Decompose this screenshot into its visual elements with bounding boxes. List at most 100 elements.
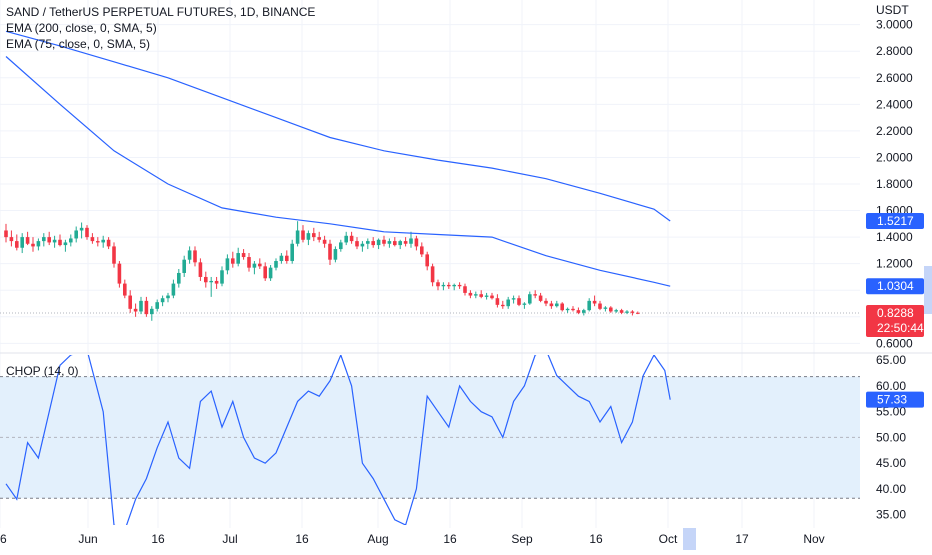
ema200-legend[interactable]: EMA (200, close, 0, SMA, 5)	[6, 21, 157, 35]
candle-body[interactable]	[484, 295, 489, 297]
chop-legend[interactable]: CHOP (14, 0)	[6, 364, 79, 378]
candle-body[interactable]	[198, 262, 203, 277]
candle-body[interactable]	[31, 243, 35, 247]
last-price-tag[interactable]	[866, 304, 924, 337]
candle-body[interactable]	[133, 308, 138, 312]
candle-body[interactable]	[144, 300, 149, 315]
candle-body[interactable]	[166, 295, 170, 299]
candle-body[interactable]	[90, 237, 95, 242]
candle-body[interactable]	[285, 255, 289, 262]
candle-body[interactable]	[619, 310, 624, 313]
candle-body[interactable]	[204, 276, 208, 283]
candle-body[interactable]	[490, 295, 494, 299]
candle-body[interactable]	[241, 253, 246, 258]
candle-body[interactable]	[355, 241, 359, 247]
candle-body[interactable]	[106, 239, 111, 247]
candle-body[interactable]	[474, 294, 478, 296]
candle-body[interactable]	[74, 230, 78, 239]
candle-body[interactable]	[20, 237, 24, 248]
candle-body[interactable]	[387, 241, 392, 244]
candle-body[interactable]	[333, 249, 338, 260]
candle-body[interactable]	[447, 284, 451, 287]
chop-line[interactable]	[5, 350, 671, 530]
candle-body[interactable]	[47, 237, 51, 243]
candle-body[interactable]	[452, 284, 456, 287]
candle-body[interactable]	[339, 242, 343, 250]
ema75-legend[interactable]: EMA (75, close, 0, SMA, 5)	[6, 37, 151, 51]
candle-body[interactable]	[96, 241, 100, 243]
candle-body[interactable]	[123, 283, 127, 296]
candle-body[interactable]	[306, 233, 311, 240]
candle-body[interactable]	[193, 250, 197, 263]
candle-body[interactable]	[555, 303, 559, 307]
ema200-line[interactable]	[5, 30, 671, 222]
candle-body[interactable]	[479, 294, 483, 297]
candle-body[interactable]	[263, 266, 267, 279]
candle-body[interactable]	[398, 241, 402, 246]
chop-value-tag[interactable]	[866, 391, 924, 408]
candle-body[interactable]	[182, 259, 186, 273]
candle-body[interactable]	[636, 312, 640, 314]
candle-body[interactable]	[177, 272, 181, 284]
candle-body[interactable]	[268, 267, 273, 279]
candle-body[interactable]	[42, 237, 46, 242]
candle-body[interactable]	[409, 238, 413, 244]
candle-body[interactable]	[603, 307, 608, 309]
candle-body[interactable]	[171, 283, 176, 296]
candle-body[interactable]	[403, 241, 408, 244]
candle-body[interactable]	[436, 282, 440, 287]
candle-body[interactable]	[295, 230, 300, 244]
candle-body[interactable]	[511, 298, 516, 300]
candle-body[interactable]	[101, 239, 105, 243]
candle-body[interactable]	[290, 243, 294, 262]
candle-body[interactable]	[322, 239, 327, 244]
candle-body[interactable]	[214, 280, 219, 284]
candle-body[interactable]	[236, 253, 240, 264]
candle-body[interactable]	[63, 242, 68, 246]
candle-body[interactable]	[592, 300, 597, 304]
candle-body[interactable]	[301, 230, 305, 240]
candle-body[interactable]	[576, 310, 581, 313]
candle-body[interactable]	[252, 263, 257, 268]
candle-body[interactable]	[506, 299, 510, 307]
candle-body[interactable]	[85, 227, 89, 238]
candle-body[interactable]	[155, 302, 159, 309]
ema200-price-tag[interactable]	[866, 212, 924, 229]
candle-body[interactable]	[538, 295, 543, 301]
candle-body[interactable]	[565, 308, 570, 311]
candle-body[interactable]	[414, 238, 419, 247]
candle-body[interactable]	[328, 243, 332, 260]
candle-body[interactable]	[25, 237, 30, 244]
candle-body[interactable]	[587, 300, 591, 311]
candle-body[interactable]	[528, 294, 532, 304]
candle-body[interactable]	[312, 233, 316, 238]
candle-body[interactable]	[382, 239, 386, 244]
candle-body[interactable]	[630, 311, 635, 313]
candle-body[interactable]	[522, 303, 527, 305]
candle-body[interactable]	[393, 241, 397, 246]
candle-body[interactable]	[549, 303, 554, 307]
candle-body[interactable]	[609, 307, 613, 312]
ema75-price-tag[interactable]	[866, 278, 924, 295]
candle-body[interactable]	[36, 241, 41, 247]
candle-body[interactable]	[15, 241, 19, 248]
candle-body[interactable]	[430, 266, 435, 283]
ema75-line[interactable]	[5, 56, 671, 287]
candle-body[interactable]	[344, 235, 348, 243]
candle-body[interactable]	[598, 303, 602, 309]
candle-body[interactable]	[463, 286, 467, 293]
candle-body[interactable]	[160, 298, 165, 303]
candle-body[interactable]	[468, 292, 473, 296]
candle-body[interactable]	[441, 284, 446, 287]
candle-body[interactable]	[501, 304, 505, 307]
candle-body[interactable]	[150, 308, 154, 315]
candle-body[interactable]	[225, 258, 230, 271]
candle-body[interactable]	[360, 243, 365, 247]
candle-body[interactable]	[112, 246, 116, 264]
candle-body[interactable]	[139, 300, 143, 312]
candle-body[interactable]	[625, 311, 629, 313]
candle-body[interactable]	[371, 241, 375, 246]
candle-body[interactable]	[571, 308, 575, 311]
candle-body[interactable]	[69, 238, 73, 243]
candle-body[interactable]	[279, 255, 284, 262]
